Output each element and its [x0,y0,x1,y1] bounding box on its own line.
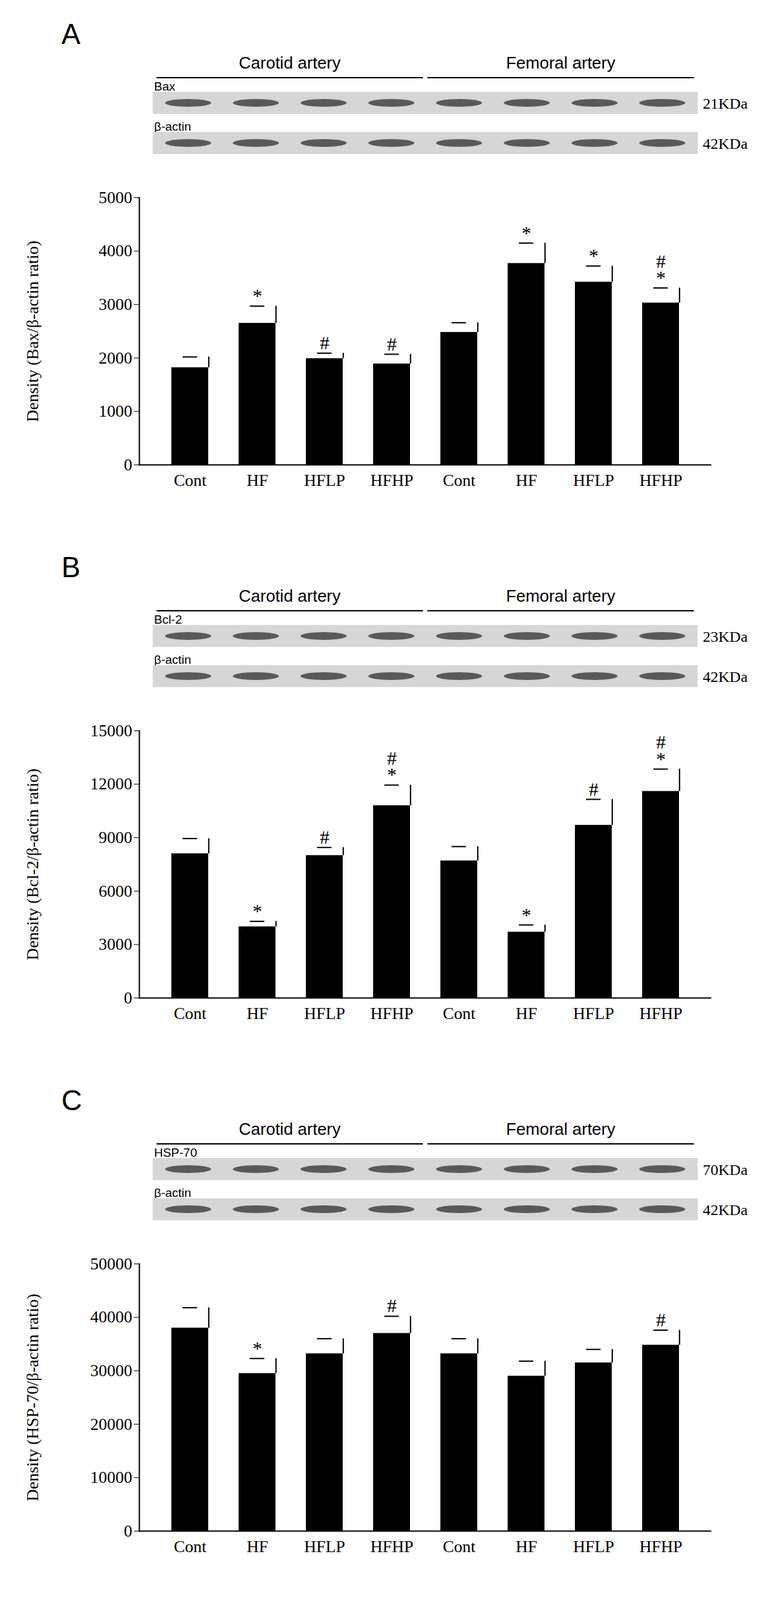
svg-text:*: * [589,244,599,266]
svg-text:Cont: Cont [442,470,476,490]
svg-text:50000: 50000 [90,1253,133,1273]
svg-text:*: * [252,284,263,306]
svg-text:β-actin: β-actin [153,1185,191,1199]
svg-text:#: # [387,1293,398,1316]
svg-text:HSP-70: HSP-70 [153,1145,198,1159]
svg-text:Cont: Cont [173,1536,207,1556]
svg-text:*: * [521,221,532,244]
svg-text:Cont: Cont [442,1003,476,1023]
svg-text:Carotid artery: Carotid artery [238,53,341,73]
svg-text:0: 0 [124,455,133,475]
svg-text:20000: 20000 [90,1414,133,1434]
svg-text:0: 0 [124,988,133,1007]
svg-text:#*: #* [656,730,667,769]
html-text:B: B [61,550,81,583]
svg-text:42KDa: 42KDa [702,135,749,152]
svg-text:HFHP: HFHP [370,1536,414,1556]
svg-text:3000: 3000 [98,294,133,314]
svg-text:HF: HF [246,1003,268,1023]
svg-text:10000: 10000 [90,1467,133,1487]
svg-text:Carotid artery: Carotid artery [238,585,341,606]
svg-text:HFLP: HFLP [303,1003,346,1023]
svg-text:HFLP: HFLP [572,470,615,490]
svg-text:HF: HF [246,470,268,490]
svg-text:HFLP: HFLP [572,1003,615,1023]
svg-text:HFHP: HFHP [639,1003,683,1023]
svg-text:70KDa: 70KDa [702,1160,749,1178]
svg-text:#: # [387,333,398,355]
svg-text:Femoral artery: Femoral artery [505,585,615,606]
svg-text:Cont: Cont [442,1536,476,1556]
svg-text:HFLP: HFLP [303,1536,346,1556]
svg-text:β-actin: β-actin [153,652,191,667]
svg-text:Cont: Cont [173,470,207,490]
svg-text:30000: 30000 [90,1360,133,1380]
svg-text:Bcl-2: Bcl-2 [153,612,182,626]
svg-text:Density (Bcl-2/β-actin ratio): Density (Bcl-2/β-actin ratio) [23,768,43,960]
svg-text:Density (HSP-70/β-actin ratio): Density (HSP-70/β-actin ratio) [23,1293,43,1501]
svg-text:Femoral artery: Femoral artery [505,1118,615,1139]
svg-text:6000: 6000 [98,881,133,901]
svg-text:#*: #* [387,746,398,786]
svg-text:#: # [320,331,330,354]
html-text:A: A [61,18,81,50]
svg-text:HFLP: HFLP [572,1536,615,1556]
svg-text:9000: 9000 [98,827,133,847]
svg-text:HF: HF [246,1536,268,1556]
svg-text:0: 0 [124,1520,133,1540]
svg-text:40000: 40000 [90,1306,133,1326]
svg-text:#*: #* [656,250,667,289]
svg-text:15000: 15000 [90,721,133,740]
svg-text:*: * [252,899,263,921]
svg-text:Cont: Cont [173,1003,207,1023]
svg-text:*: * [521,903,532,925]
svg-text:HFHP: HFHP [639,470,683,490]
svg-text:Femoral artery: Femoral artery [505,53,615,73]
html-text:C: C [61,1083,82,1116]
svg-text:HFLP: HFLP [303,470,346,490]
svg-text:HF: HF [515,1536,537,1556]
svg-text:#: # [656,1308,667,1330]
svg-text:Bax: Bax [153,79,176,94]
svg-text:23KDa: 23KDa [702,627,749,645]
svg-text:Density (Bax/β-actin ratio): Density (Bax/β-actin ratio) [23,240,43,422]
svg-text:HF: HF [515,470,537,490]
svg-text:5000: 5000 [98,188,133,207]
svg-text:4000: 4000 [98,241,133,260]
svg-text:42KDa: 42KDa [702,1200,749,1218]
svg-text:2000: 2000 [98,348,133,368]
svg-text:*: * [252,1336,263,1358]
svg-text:HFHP: HFHP [370,1003,414,1023]
svg-text:1000: 1000 [98,401,133,421]
svg-text:21KDa: 21KDa [702,95,749,112]
svg-text:#: # [320,825,330,848]
svg-text:HF: HF [515,1003,537,1023]
svg-text:42KDa: 42KDa [702,668,749,685]
svg-text:#: # [589,777,599,800]
svg-text:3000: 3000 [98,934,133,954]
svg-text:HFHP: HFHP [639,1536,683,1556]
svg-text:HFHP: HFHP [370,470,414,490]
svg-text:β-actin: β-actin [153,119,191,134]
svg-text:Carotid artery: Carotid artery [238,1118,341,1139]
svg-text:12000: 12000 [90,774,133,793]
